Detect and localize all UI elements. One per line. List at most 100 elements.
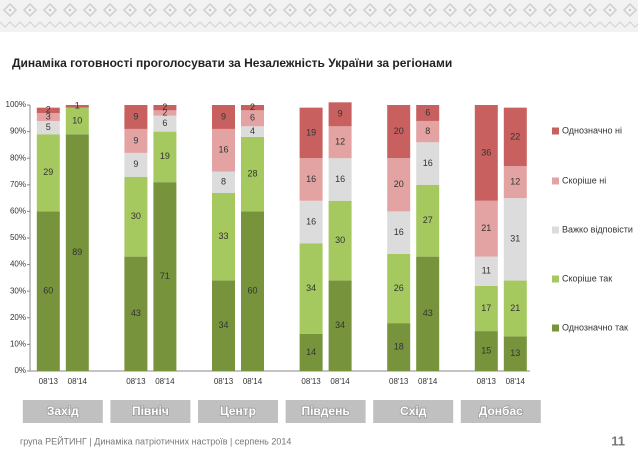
x-tick-label: 08'13 xyxy=(214,377,234,386)
data-label: 16 xyxy=(335,174,345,184)
region-box xyxy=(22,400,103,423)
data-label: 71 xyxy=(160,271,170,281)
x-tick-label: 08'14 xyxy=(155,377,175,386)
data-label: 9 xyxy=(133,111,138,121)
data-label: 89 xyxy=(72,247,82,257)
bar-segment xyxy=(153,182,177,371)
data-label: 9 xyxy=(338,109,343,119)
legend-label: Однозначно ні xyxy=(562,125,622,135)
bar-segment xyxy=(416,120,440,143)
y-tick-label: 40% xyxy=(10,260,26,269)
bar-segment xyxy=(474,256,498,286)
page-number: 11 xyxy=(611,433,625,448)
data-label: 33 xyxy=(218,231,228,241)
data-label: 26 xyxy=(394,283,404,293)
data-label: 13 xyxy=(510,348,520,358)
y-tick-label: 20% xyxy=(10,313,26,322)
region-label: Північ xyxy=(132,404,169,418)
data-label: 60 xyxy=(247,286,257,296)
data-label: 21 xyxy=(510,303,520,313)
data-label: 36 xyxy=(481,147,491,157)
bar-segment xyxy=(387,323,411,371)
data-label: 16 xyxy=(394,227,404,237)
bar-segment xyxy=(474,200,498,257)
data-label: 43 xyxy=(423,308,433,318)
legend-swatch xyxy=(552,275,559,283)
bar-segment xyxy=(36,112,60,121)
data-label: 9 xyxy=(221,111,226,121)
bar-segment xyxy=(36,211,60,371)
data-label: 16 xyxy=(306,174,316,184)
data-label: 2 xyxy=(162,102,167,112)
data-label: 28 xyxy=(247,169,257,179)
y-tick-label: 60% xyxy=(10,207,26,216)
ornament-band xyxy=(0,0,638,32)
data-label: 12 xyxy=(335,137,345,147)
bar-segment xyxy=(328,102,352,127)
y-tick-label: 100% xyxy=(6,100,26,109)
bar-segment xyxy=(416,256,440,371)
region-box xyxy=(373,400,454,423)
data-label: 4 xyxy=(250,126,255,136)
bar-segment xyxy=(241,211,264,371)
data-label: 20 xyxy=(394,126,404,136)
bar-segment xyxy=(503,280,527,337)
x-tick-label: 08'14 xyxy=(506,377,526,386)
x-tick-label: 08'13 xyxy=(477,377,497,386)
legend-swatch xyxy=(552,127,559,135)
data-label: 8 xyxy=(425,126,430,136)
region-box xyxy=(110,400,191,423)
bar-segment xyxy=(503,198,527,281)
bar-segment xyxy=(387,253,411,324)
data-label: 6 xyxy=(162,118,167,128)
data-label: 34 xyxy=(218,320,228,330)
bar-segment xyxy=(241,110,264,127)
data-label: 60 xyxy=(43,286,53,296)
bar-segment xyxy=(65,134,89,371)
y-tick-label: 0% xyxy=(14,366,26,375)
data-label: 11 xyxy=(482,266,491,276)
legend-swatch xyxy=(552,177,559,185)
region-label: Центр xyxy=(220,404,256,418)
data-label: 16 xyxy=(218,145,228,155)
bar-segment xyxy=(474,285,498,332)
data-label: 2 xyxy=(162,107,167,117)
bar-segment xyxy=(241,126,264,137)
bar-segment xyxy=(241,105,264,111)
y-tick-label: 30% xyxy=(10,286,26,295)
region-label: Південь xyxy=(301,404,349,418)
legend-label: Однозначно так xyxy=(562,322,628,332)
bar-segment xyxy=(503,336,527,371)
region-label: Донбас xyxy=(479,404,523,418)
data-label: 30 xyxy=(131,211,141,221)
x-tick-label: 08'13 xyxy=(39,377,59,386)
bar-segment xyxy=(503,107,527,167)
data-label: 3 xyxy=(46,111,51,121)
chart-title: Динаміка готовності проголосувати за Нез… xyxy=(12,56,452,70)
region-box xyxy=(460,400,541,423)
bar-segment xyxy=(36,134,60,212)
x-tick-label: 08'14 xyxy=(330,377,350,386)
bar-segment xyxy=(299,158,323,201)
bar-segment xyxy=(416,142,440,185)
bar-segment xyxy=(474,331,498,371)
bar-segment xyxy=(124,256,148,371)
footer-text: група РЕЙТИНГ | Динаміка патріотичних на… xyxy=(20,435,291,446)
data-label: 30 xyxy=(335,235,345,245)
data-label: 14 xyxy=(306,347,316,357)
y-tick-label: 90% xyxy=(10,127,26,136)
data-label: 18 xyxy=(394,341,404,351)
region-label: Схід xyxy=(400,404,427,418)
data-label: 34 xyxy=(335,320,345,330)
bar-segment xyxy=(153,115,177,132)
bar-segment xyxy=(65,107,89,135)
region-box xyxy=(198,400,278,423)
x-tick-label: 08'14 xyxy=(418,377,438,386)
region-box xyxy=(285,400,366,423)
bar-segment xyxy=(124,152,148,177)
y-tick-label: 70% xyxy=(10,180,26,189)
bar-segment xyxy=(153,110,177,116)
bar-segment xyxy=(328,126,352,159)
data-label: 9 xyxy=(133,135,138,145)
